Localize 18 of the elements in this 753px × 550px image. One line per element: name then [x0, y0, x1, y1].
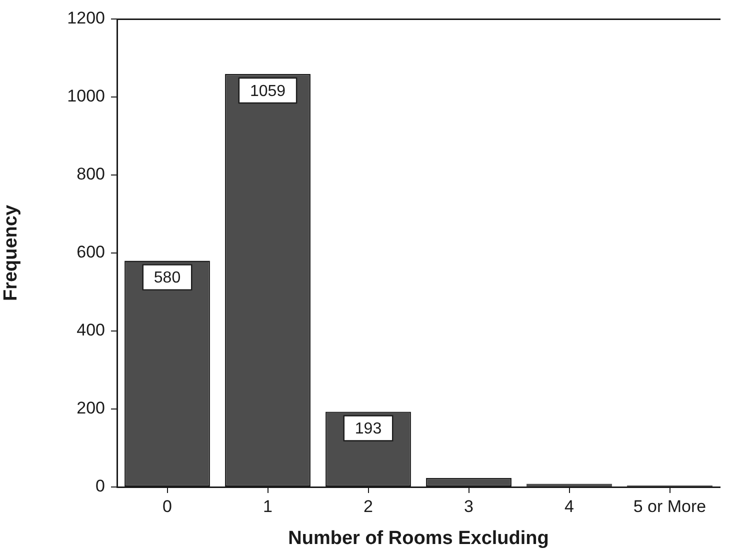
x-tick-label: 3: [464, 496, 474, 516]
y-tick-label: 200: [76, 398, 105, 418]
x-tick-label: 0: [162, 496, 172, 516]
y-tick-label: 800: [76, 164, 105, 184]
data-label: 1059: [250, 82, 286, 100]
data-label: 193: [354, 420, 382, 438]
data-label: 580: [154, 270, 181, 287]
y-tick-label: 1000: [67, 86, 105, 106]
y-axis-title: Frequency: [0, 204, 22, 302]
y-tick-label: 600: [76, 242, 105, 262]
y-tick-label: 0: [96, 476, 105, 496]
x-tick-label: 5 or More: [633, 496, 706, 516]
x-axis-title: Number of Rooms Excluding: [288, 528, 549, 549]
x-tick-label: 2: [364, 496, 373, 516]
y-tick-label: 400: [76, 320, 105, 340]
x-tick-label: 1: [263, 496, 272, 516]
x-tick-label: 4: [564, 496, 574, 516]
y-tick-label: 1200: [67, 8, 105, 28]
